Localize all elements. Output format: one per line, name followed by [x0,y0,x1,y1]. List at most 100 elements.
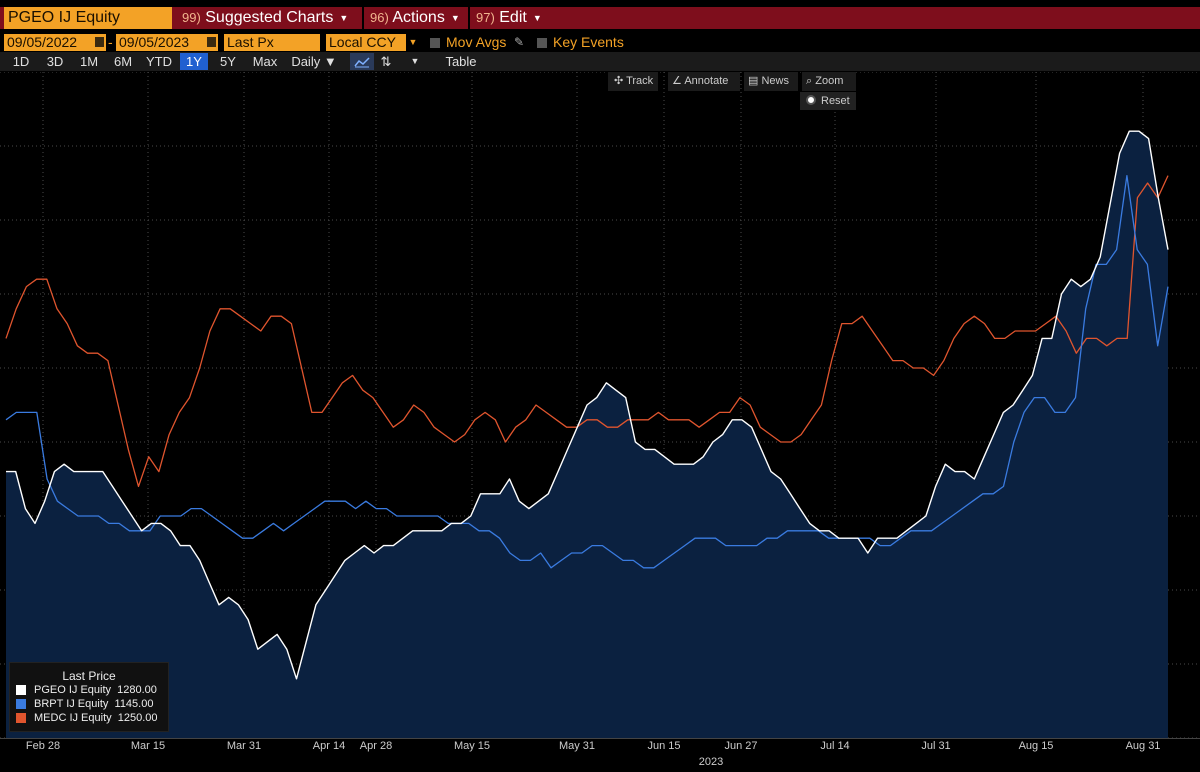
chart-controls: 09/05/2022 - 09/05/2023 Last Px Local CC… [0,34,1200,52]
pencil-icon[interactable]: ✎ [514,35,525,49]
menu-number: 96) [370,10,389,26]
currency-value: Local CCY [329,34,396,50]
range-toolbar: 1D 3D 1M 6M YTD 1Y 5Y Max Daily ▼ ⇅ ▼ Ta… [0,52,1200,71]
menu-actions[interactable]: 96) Actions ▼ [364,7,468,29]
key-events-label[interactable]: Key Events [553,34,624,50]
news-label: News [761,75,789,87]
legend-swatch [16,685,26,695]
chevron-down-icon[interactable]: ▼ [410,56,420,66]
annotate-label: Annotate [684,75,729,87]
x-axis-year: 2023 [698,756,724,768]
chevron-down-icon: ▼ [339,13,349,23]
menu-strip [0,7,1200,29]
chart-legend: Last Price PGEO IJ Equity 1280.00 BRPT I… [9,662,169,732]
x-tick-label: Mar 15 [130,740,166,752]
annotate-icon: ∠ [672,75,682,87]
news-icon: ▤ [748,75,759,87]
legend-item-pgeo: PGEO IJ Equity 1280.00 [10,683,168,697]
brpt-series-line [5,174,1169,569]
x-tick-label: Feb 28 [25,740,61,752]
track-label: Track [626,75,654,87]
legend-swatch [16,699,26,709]
legend-name: MEDC IJ Equity [34,712,112,724]
chevron-down-icon: ▼ [532,13,542,23]
x-tick-label: Apr 28 [359,740,393,752]
legend-value: 1280.00 [117,684,157,696]
menu-label: Edit [499,9,527,27]
legend-name: PGEO IJ Equity [34,684,112,696]
line-chart-glyph [354,57,370,68]
date-separator: - [108,34,113,50]
x-tick-label: Mar 31 [226,740,262,752]
range-button-max[interactable]: Max [252,54,278,69]
x-tick-label: Jun 27 [724,740,758,752]
range-button-1y[interactable]: 1Y [180,53,208,70]
chevron-down-icon: ▼ [450,13,460,23]
reset-label: Reset [821,95,850,107]
frequency-select[interactable]: Daily ▼ [291,54,337,69]
x-axis: Feb 28 Mar 15 Mar 31 Apr 14 Apr 28 May 1… [0,738,1200,772]
legend-name: BRPT IJ Equity [34,698,109,710]
field-select[interactable]: Last Px [224,34,320,51]
legend-value: 1145.00 [114,698,154,710]
calendar-icon[interactable] [95,37,104,47]
pgeo-series-line [6,130,1169,680]
range-button-1d[interactable]: 1D [12,54,30,69]
x-tick-label: Aug 31 [1125,740,1161,752]
mov-avgs-label[interactable]: Mov Avgs [446,34,507,50]
x-tick-label: Apr 14 [312,740,346,752]
zoom-label: Zoom [815,75,844,87]
zoom-tool[interactable]: ⌕ Zoom [802,72,856,91]
legend-value: 1250.00 [117,712,158,724]
pgeo-area [6,131,1168,738]
range-button-1m[interactable]: 1M [79,54,99,69]
x-tick-label: May 31 [558,740,596,752]
table-button[interactable]: Table [445,54,477,69]
currency-select[interactable]: Local CCY ▼ [326,34,420,51]
menu-divider [362,7,364,29]
zoom-icon: ⌕ [806,75,813,87]
range-button-ytd[interactable]: YTD [146,54,172,69]
legend-title: Last Price [62,669,116,683]
line-chart-icon[interactable] [350,53,374,70]
range-button-5y[interactable]: 5Y [220,54,236,69]
menu-number: 97) [476,10,495,26]
key-events-checkbox[interactable] [537,38,547,48]
x-tick-label: Aug 15 [1018,740,1054,752]
x-tick-label: Jul 31 [921,740,951,752]
chevron-down-icon[interactable]: ▼ [406,34,420,51]
menu-label: Suggested Charts [205,9,334,27]
legend-item-medc: MEDC IJ Equity 1250.00 [10,711,168,725]
menu-label: Actions [392,9,445,27]
legend-swatch [16,713,26,723]
x-axis-line [0,738,1200,739]
x-tick-label: Jul 14 [820,740,850,752]
annotate-tool[interactable]: ∠ Annotate [668,72,740,91]
start-date-value: 09/05/2022 [7,34,78,50]
x-tick-label: Jun 15 [647,740,681,752]
reset-button[interactable]: Reset [800,92,856,110]
calendar-icon[interactable] [207,37,216,47]
end-date-input[interactable]: 09/05/2023 [116,34,218,51]
medc-series-line [5,175,1169,488]
title-bar: PGEO IJ Equity 99) Suggested Charts ▼ 96)… [0,0,1200,32]
ticker-field[interactable]: PGEO IJ Equity [4,7,172,29]
end-date-value: 09/05/2023 [119,34,190,50]
sort-icon[interactable]: ⇅ [380,54,392,69]
price-chart[interactable] [0,72,1200,738]
menu-number: 99) [182,10,201,26]
legend-item-brpt: BRPT IJ Equity 1145.00 [10,697,168,711]
menu-edit[interactable]: 97) Edit ▼ [470,7,550,29]
crosshair-icon: ✣ [614,75,624,87]
range-button-3d[interactable]: 3D [46,54,64,69]
range-button-6m[interactable]: 6M [113,54,133,69]
menu-suggested-charts[interactable]: 99) Suggested Charts ▼ [176,7,362,29]
mov-avgs-checkbox[interactable] [430,38,440,48]
x-tick-label: May 15 [453,740,491,752]
menu-divider [468,7,470,29]
news-tool[interactable]: ▤ News [744,72,798,91]
series-lines [5,130,1169,680]
field-value: Last Px [227,34,274,50]
start-date-input[interactable]: 09/05/2022 [4,34,106,51]
track-tool[interactable]: ✣ Track [608,72,658,91]
